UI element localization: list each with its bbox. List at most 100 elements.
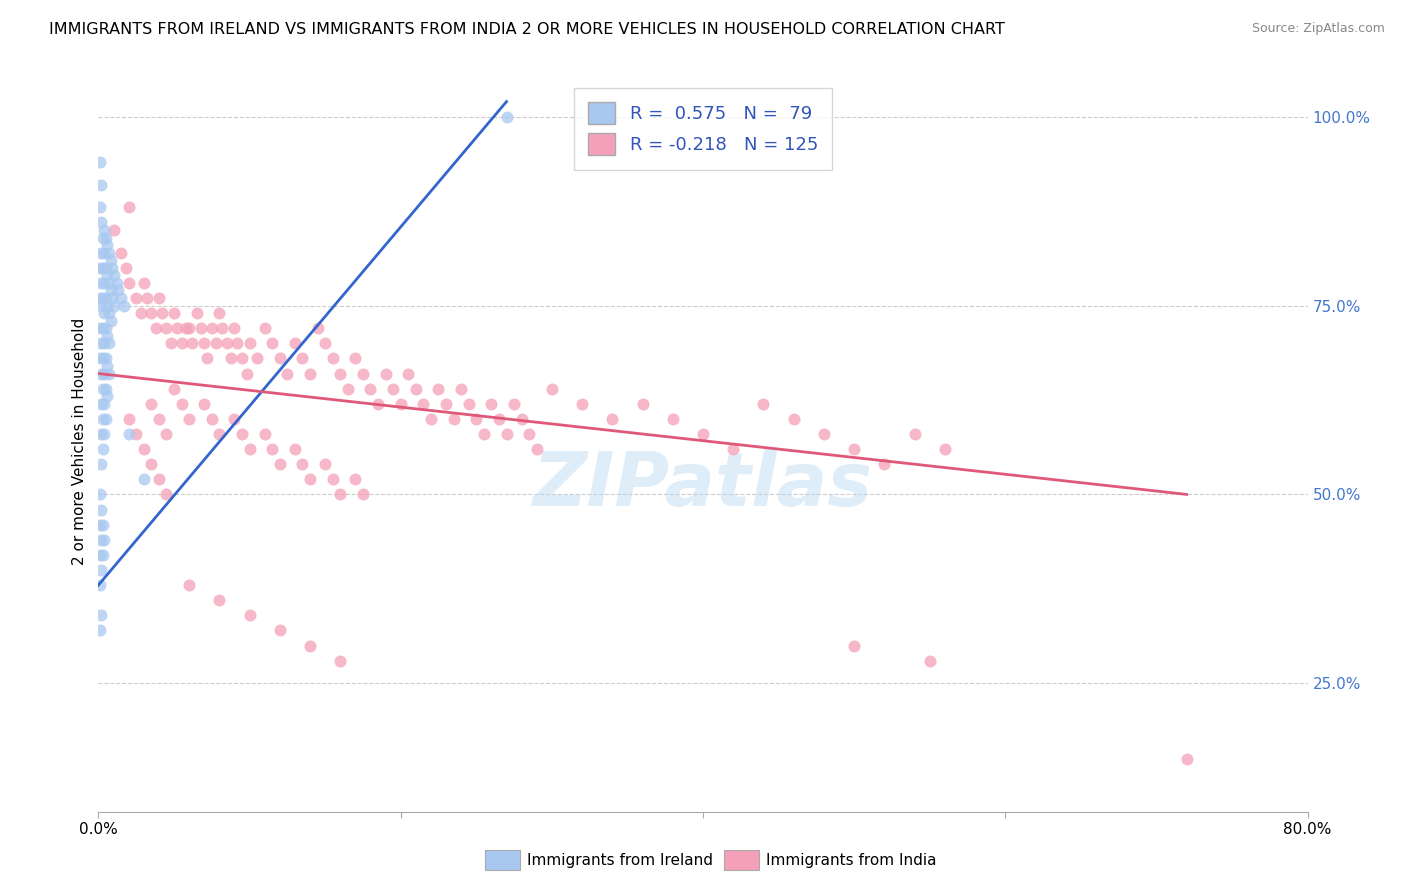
Point xyxy=(382,382,405,396)
Point xyxy=(90,563,112,577)
Point xyxy=(114,260,136,275)
Point xyxy=(98,367,121,381)
Point xyxy=(465,412,488,426)
Point xyxy=(389,397,412,411)
Point xyxy=(93,533,115,547)
Point xyxy=(503,397,526,411)
Point xyxy=(170,336,193,351)
Point xyxy=(179,321,201,335)
Point xyxy=(224,412,246,426)
Point xyxy=(1175,752,1198,766)
Point xyxy=(90,608,112,623)
Point xyxy=(526,442,548,456)
Text: IMMIGRANTS FROM IRELAND VS IMMIGRANTS FROM INDIA 2 OR MORE VEHICLES IN HOUSEHOLD: IMMIGRANTS FROM IRELAND VS IMMIGRANTS FR… xyxy=(49,22,1005,37)
Point xyxy=(91,517,114,532)
Point xyxy=(873,457,896,471)
Point xyxy=(91,230,114,244)
Point xyxy=(118,427,141,442)
Point xyxy=(457,397,479,411)
Point xyxy=(103,299,125,313)
Point xyxy=(239,608,262,623)
Point xyxy=(904,427,927,442)
Point xyxy=(148,472,170,486)
Point xyxy=(186,306,208,320)
Point xyxy=(602,412,624,426)
Point xyxy=(253,427,276,442)
Point xyxy=(125,427,148,442)
Point xyxy=(94,382,117,396)
Point xyxy=(352,367,374,381)
Point xyxy=(472,427,495,442)
Point xyxy=(344,472,367,486)
Point xyxy=(91,321,114,335)
Point xyxy=(93,223,115,237)
Point xyxy=(90,397,112,411)
Point xyxy=(96,359,118,373)
Point xyxy=(783,412,806,426)
Point xyxy=(221,351,243,366)
Point xyxy=(90,178,112,192)
Point xyxy=(517,427,540,442)
Point xyxy=(89,155,111,169)
Point xyxy=(155,487,177,501)
Point xyxy=(112,299,135,313)
Point xyxy=(132,276,155,290)
Point xyxy=(253,321,276,335)
Point xyxy=(90,457,112,471)
Point xyxy=(262,336,284,351)
Point xyxy=(91,412,114,426)
Point xyxy=(420,412,443,426)
Point xyxy=(201,321,224,335)
Point xyxy=(201,412,224,426)
Point xyxy=(89,291,111,305)
Point xyxy=(100,313,122,327)
Point xyxy=(540,382,562,396)
Point xyxy=(93,427,115,442)
Point xyxy=(692,427,714,442)
Point xyxy=(488,412,510,426)
Point xyxy=(752,397,775,411)
Point xyxy=(166,321,188,335)
Point xyxy=(90,502,112,516)
Point xyxy=(110,245,132,260)
Point xyxy=(307,321,329,335)
Point xyxy=(813,427,835,442)
Point xyxy=(179,578,201,592)
Point xyxy=(291,351,314,366)
Point xyxy=(246,351,269,366)
Point xyxy=(94,260,117,275)
Point xyxy=(141,457,163,471)
Point xyxy=(231,427,253,442)
Y-axis label: 2 or more Vehicles in Household: 2 or more Vehicles in Household xyxy=(72,318,87,566)
Point xyxy=(208,306,231,320)
Point xyxy=(101,260,124,275)
Point xyxy=(89,548,111,562)
Point xyxy=(208,593,231,607)
Point xyxy=(103,268,125,283)
Point xyxy=(91,291,114,305)
Point xyxy=(631,397,654,411)
Point xyxy=(231,351,253,366)
Point xyxy=(239,442,262,456)
Point xyxy=(93,367,115,381)
Point xyxy=(100,253,122,268)
Point xyxy=(105,276,128,290)
Point xyxy=(98,245,121,260)
Point xyxy=(93,397,115,411)
Point xyxy=(450,382,472,396)
Point xyxy=(329,367,352,381)
Point xyxy=(495,110,517,124)
Point xyxy=(93,245,115,260)
Point xyxy=(98,276,121,290)
Point xyxy=(427,382,450,396)
Point xyxy=(90,336,112,351)
Point xyxy=(934,442,956,456)
Point xyxy=(91,548,114,562)
Point xyxy=(344,351,367,366)
Point xyxy=(90,245,112,260)
Point xyxy=(163,306,186,320)
Point xyxy=(322,351,344,366)
Point xyxy=(132,442,155,456)
Point xyxy=(329,487,352,501)
Point xyxy=(132,472,155,486)
